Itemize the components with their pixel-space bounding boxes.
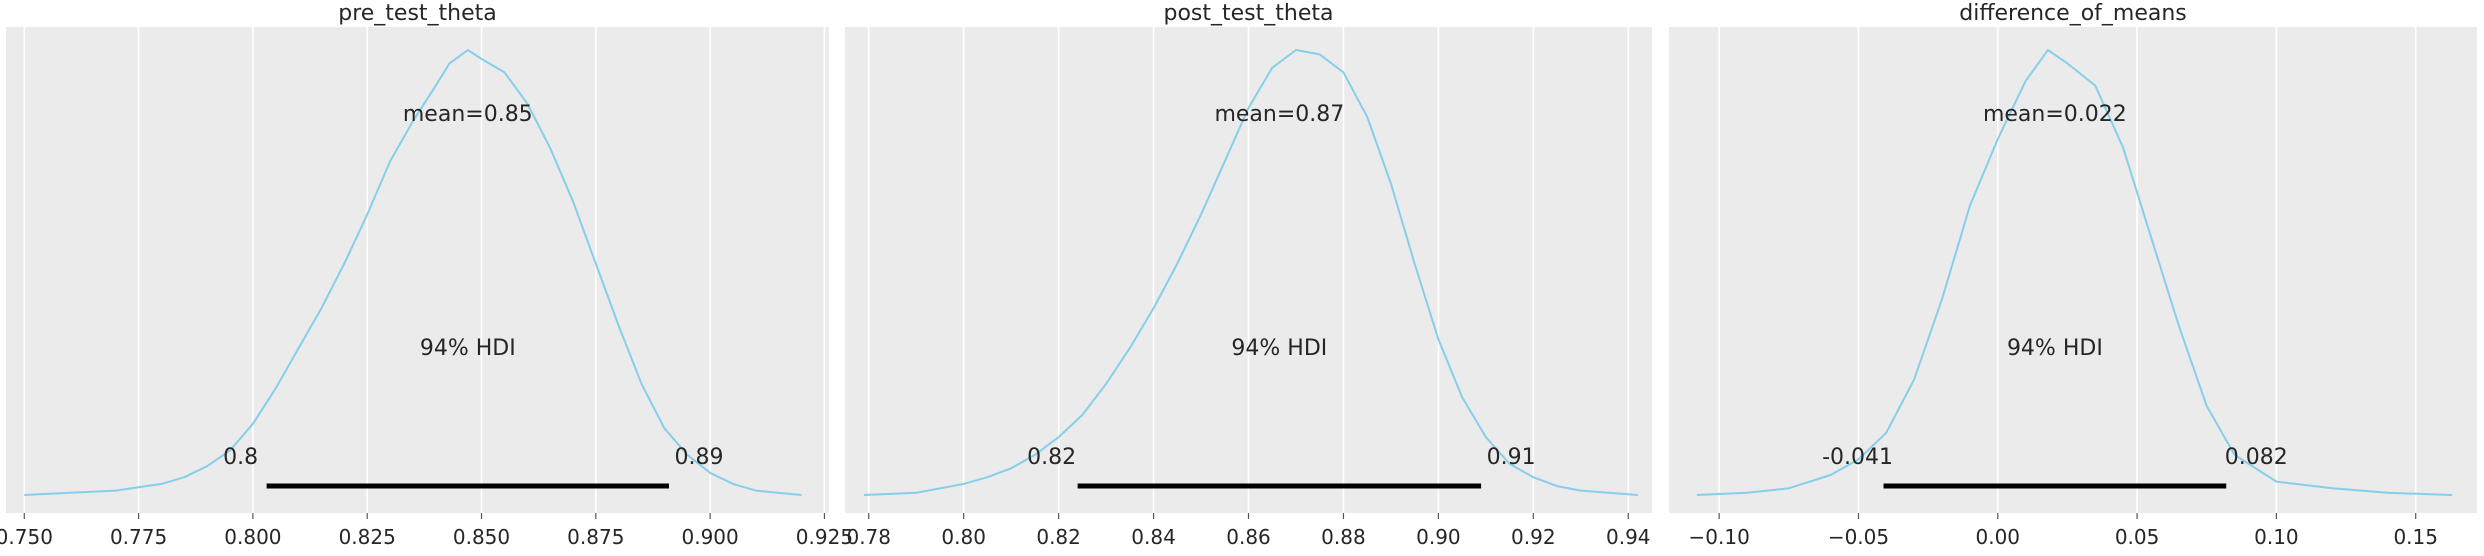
x-tick-label: 0.925 [796,525,853,549]
mean-label: mean=0.022 [1983,102,2127,127]
x-tick-label: 0.90 [1416,525,1461,549]
x-tick-label: 0.775 [110,525,167,549]
hdi-label: 94% HDI [420,336,516,361]
x-tick-label: 0.86 [1226,525,1271,549]
panel-3: −0.10 −0.05 0.00 0.05 0.10 0.15 difference_of_… [1669,1,2477,549]
x-tick-label: 0.750 [0,525,53,549]
x-tick-label: 0.850 [453,525,510,549]
density-curve [863,49,1638,496]
hdi-upper-label: 0.082 [2225,445,2288,470]
panel-2: 0.78 0.80 0.82 0.84 0.86 0.88 0.90 0.92 0.94 post… [845,1,1652,549]
x-tick-label: −0.10 [1689,525,1750,549]
x-tick-label: 0.05 [2115,525,2160,549]
panel-title: post_test_theta [1164,1,1334,26]
x-tick-label: 0.84 [1131,525,1176,549]
mean-label: mean=0.85 [403,102,533,127]
x-tick-label: 0.92 [1511,525,1556,549]
x-tick-label: 0.78 [846,525,891,549]
x-tick-label: 0.10 [2254,525,2299,549]
plot-area [6,27,829,513]
x-tick-label: 0.15 [2393,525,2438,549]
hdi-label: 94% HDI [1231,336,1327,361]
hdi-lower-label: 0.82 [1027,445,1076,470]
x-tick-label: 0.00 [1976,525,2021,549]
x-tick-label: 0.82 [1036,525,1081,549]
density-curve [1696,49,2452,496]
panel-title: difference_of_means [1959,1,2187,26]
x-tick-label: 0.94 [1606,525,1651,549]
x-tick-label: 0.900 [681,525,738,549]
hdi-label: 94% HDI [2007,336,2103,361]
mean-label: mean=0.87 [1214,102,1344,127]
x-tick-label: 0.800 [224,525,281,549]
plot-area [1669,27,2477,513]
hdi-lower-label: -0.041 [1822,445,1893,470]
x-tick-label: −0.05 [1828,525,1889,549]
x-tick-label: 0.875 [567,525,624,549]
panel-1: 0.750 0.775 0.800 0.825 0.850 0.875 0.900 0.925… [0,1,853,549]
x-tick-label: 0.825 [339,525,396,549]
hdi-upper-label: 0.89 [674,445,723,470]
hdi-lower-label: 0.8 [223,445,258,470]
x-tick-label: 0.88 [1321,525,1366,549]
x-tick-label: 0.80 [941,525,986,549]
panel-title: pre_test_theta [338,1,497,26]
density-curve [24,49,802,496]
hdi-upper-label: 0.91 [1487,445,1536,470]
